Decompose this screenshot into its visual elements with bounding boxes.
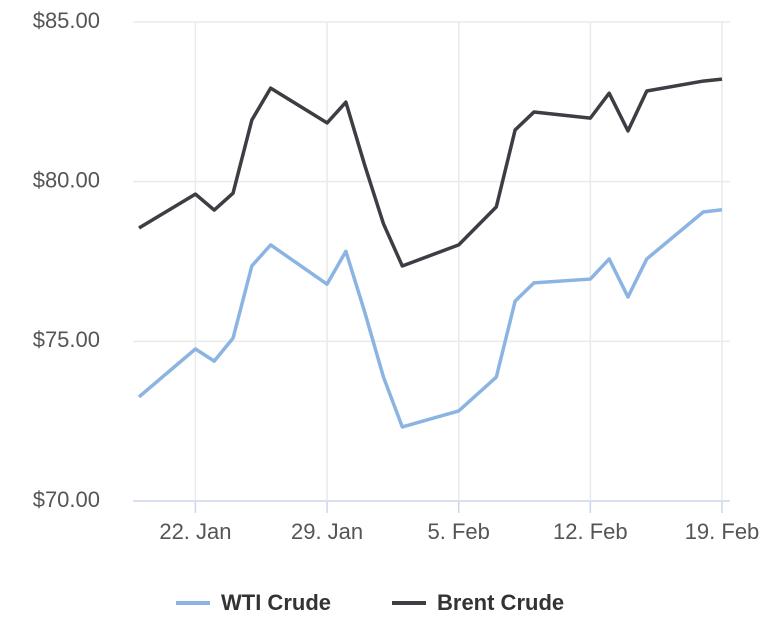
y-tick-label: $70.00 [33,487,100,512]
x-tick-label: 29. Jan [291,519,363,544]
series-line [138,77,723,268]
y-tick-label: $85.00 [33,8,100,33]
y-tick-label: $75.00 [33,327,100,352]
legend-label[interactable]: WTI Crude [221,590,331,615]
series-line [137,208,723,429]
x-tick-label: 22. Jan [159,519,231,544]
x-tick-label: 19. Feb [685,519,760,544]
legend-label[interactable]: Brent Crude [437,590,564,615]
y-tick-label: $80.00 [33,167,100,192]
x-tick-label: 5. Feb [428,519,490,544]
x-tick-label: 12. Feb [553,519,628,544]
